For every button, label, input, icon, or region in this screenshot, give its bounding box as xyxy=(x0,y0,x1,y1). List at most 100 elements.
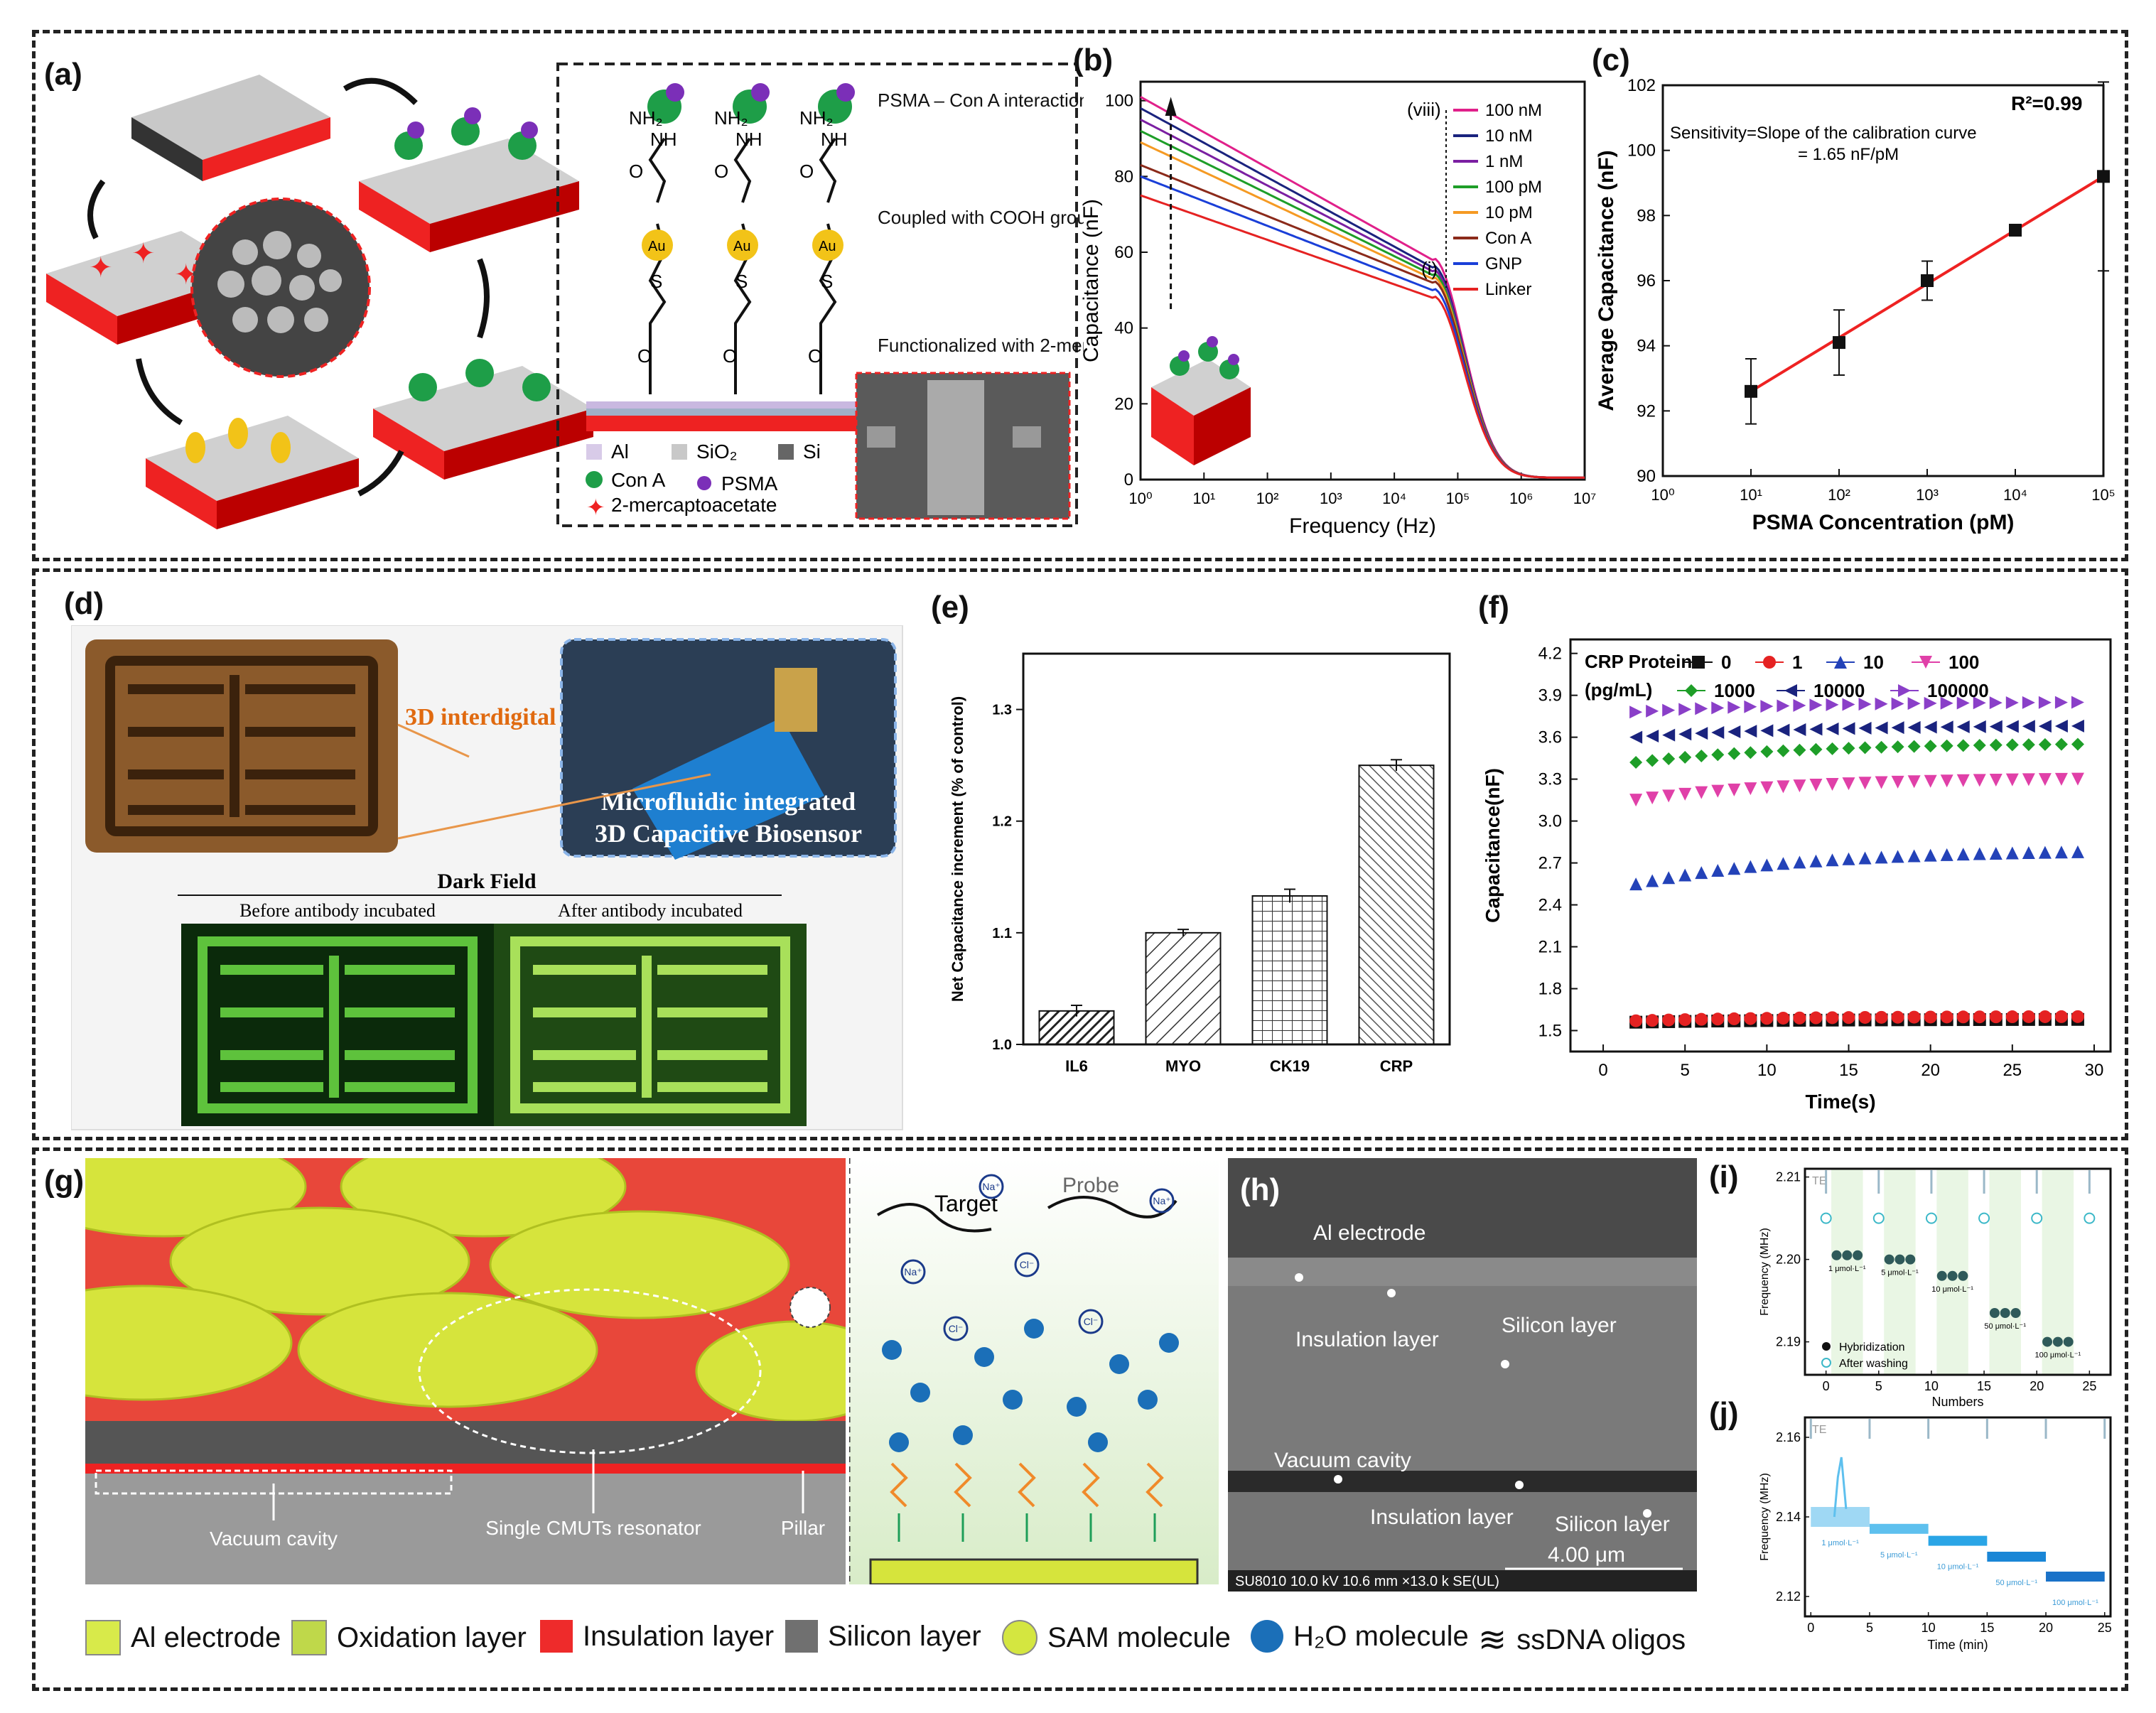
hybridization-point xyxy=(1853,1250,1863,1260)
data-point xyxy=(2054,720,2068,733)
data-point xyxy=(2054,772,2068,786)
legend-label: 1000 xyxy=(1714,680,1755,701)
data-point xyxy=(1728,747,1741,760)
data-point xyxy=(1989,1010,2003,1024)
concentration-label: 1 μmol·L⁻¹ xyxy=(1821,1539,1859,1547)
bar-MYO xyxy=(1145,931,1222,1045)
h-labels: Al electrode Insulation layer Silicon la… xyxy=(1274,1221,1670,1567)
svg-text:Pillar: Pillar xyxy=(781,1517,825,1539)
data-point xyxy=(1875,721,1888,735)
data-point xyxy=(1744,725,1757,738)
data-point xyxy=(2071,719,2084,733)
y-tick-label: 2.4 xyxy=(1538,896,1562,915)
data-point xyxy=(1745,384,1757,398)
data-point xyxy=(1875,697,1888,710)
panel-label-j: (j) xyxy=(1709,1396,1739,1431)
svg-text:Vacuum cavity: Vacuum cavity xyxy=(210,1528,338,1550)
y-tick-label: 3.0 xyxy=(1538,812,1562,831)
series-line-Linker xyxy=(1140,194,1585,479)
data-point xyxy=(1760,781,1774,794)
data-point xyxy=(1646,754,1659,767)
y-tick-label: 100 xyxy=(1627,141,1656,161)
panel-row-3 xyxy=(32,1147,2128,1691)
concentration-label: 1 μmol·L⁻¹ xyxy=(1828,1265,1866,1273)
svg-text:Cl⁻: Cl⁻ xyxy=(1020,1259,1035,1270)
legend-label: 100 xyxy=(1949,652,1979,673)
data-point xyxy=(1858,1010,1872,1024)
data-point xyxy=(1842,742,1855,755)
shade-band xyxy=(1831,1169,1863,1375)
legend-subtitle: (pg/mL) xyxy=(1585,679,1652,701)
sam-chains xyxy=(890,1462,1164,1508)
g-left-labels: Vacuum cavity Single CMUTs resonator Pil… xyxy=(210,1517,825,1550)
data-point xyxy=(1924,740,1937,753)
data-point xyxy=(1646,874,1659,887)
data-point xyxy=(1973,696,1986,710)
chip-cona xyxy=(373,359,593,480)
signal-band xyxy=(2046,1572,2105,1582)
hybridization-point xyxy=(1842,1250,1853,1260)
data-point xyxy=(1777,857,1790,870)
legend-al-swatch xyxy=(85,1620,121,1655)
molecular-layers xyxy=(586,83,871,431)
svg-text:Insulation layer: Insulation layer xyxy=(1295,1328,1439,1351)
data-point xyxy=(1777,744,1790,757)
data-point xyxy=(1891,775,1904,789)
hybridization-point xyxy=(2010,1308,2021,1318)
chart-i: 0 5 10 15 20 25 2.19 2.20 2.21 Numbers Frequency (… xyxy=(1759,1167,2112,1409)
data-point xyxy=(1891,740,1904,754)
data-point xyxy=(1678,787,1692,801)
device-label: Microfluidic integrated 3D Capacitive Bi… xyxy=(595,787,862,848)
svg-text:S: S xyxy=(821,271,833,292)
dark-field-title: Dark Field xyxy=(437,870,536,893)
legend-label: 100000 xyxy=(1927,680,1989,701)
y-tick-label: 92 xyxy=(1637,401,1656,421)
data-point xyxy=(1760,700,1774,713)
signal-band xyxy=(1869,1523,1929,1534)
svg-text:Single CMUTs resonator: Single CMUTs resonator xyxy=(485,1517,701,1539)
after-washing-point xyxy=(1820,1212,1832,1224)
data-point xyxy=(1695,749,1708,762)
svg-text:Au: Au xyxy=(648,239,665,254)
data-point xyxy=(1940,696,1953,710)
concentration-label: 5 μmol·L⁻¹ xyxy=(1880,1551,1918,1560)
legend-label: Linker xyxy=(1485,280,1531,299)
legend-label: Con A xyxy=(1485,229,1531,248)
svg-text:S: S xyxy=(650,271,662,292)
x-tick-label: 10⁵ xyxy=(2091,486,2115,504)
series-1 xyxy=(1629,1010,2084,1027)
data-point xyxy=(1809,723,1823,736)
data-point xyxy=(1809,779,1823,792)
svg-text:Na⁺: Na⁺ xyxy=(982,1181,1000,1192)
concentration-label: 5 μmol·L⁻¹ xyxy=(1881,1269,1919,1277)
data-point xyxy=(2071,845,2084,858)
x-axis-title: Time(s) xyxy=(1805,1091,1875,1113)
chip-psma xyxy=(359,107,579,252)
al-substrate xyxy=(869,1558,1199,1584)
sma-connector xyxy=(775,668,817,732)
device-chip xyxy=(632,718,824,860)
svg-text:Al: Al xyxy=(611,441,629,463)
data-point xyxy=(1728,1012,1741,1025)
legend-label: 10000 xyxy=(1813,680,1865,701)
hybridization-point xyxy=(1905,1254,1916,1265)
bar-CK19 xyxy=(1251,895,1328,1045)
x-tick-label: 10² xyxy=(1828,486,1850,504)
data-point xyxy=(1875,850,1888,864)
legend-oxidation-swatch xyxy=(291,1620,327,1655)
data-point xyxy=(2005,696,2019,709)
hybridization-point xyxy=(1884,1254,1894,1265)
after-washing-point xyxy=(2031,1212,2043,1224)
panel-row-2 xyxy=(32,568,2128,1140)
svg-text:Functionalized with 2-mercapto: Functionalized with 2-mercaptoacetate xyxy=(878,335,1084,356)
y-tick-label: 94 xyxy=(1637,337,1656,356)
legend-marker xyxy=(1763,656,1776,669)
data-point xyxy=(1646,704,1659,718)
chart-b: 10⁰ 10¹ 10² 10³ 10⁴ 10⁵ 10⁶ 10⁷ 0 20 40 60 80 100 Freq… xyxy=(1080,80,1596,538)
ion-labels: Na⁺ Na⁺ Na⁺ Cl⁻ Cl⁻ Cl⁻ xyxy=(904,1181,1170,1334)
data-point xyxy=(1744,700,1757,713)
x-axis-title: Time (min) xyxy=(1927,1638,1988,1652)
darkfield-before xyxy=(181,924,494,1126)
data-point xyxy=(2071,737,2084,751)
y-tick-label: 0 xyxy=(1124,470,1133,490)
